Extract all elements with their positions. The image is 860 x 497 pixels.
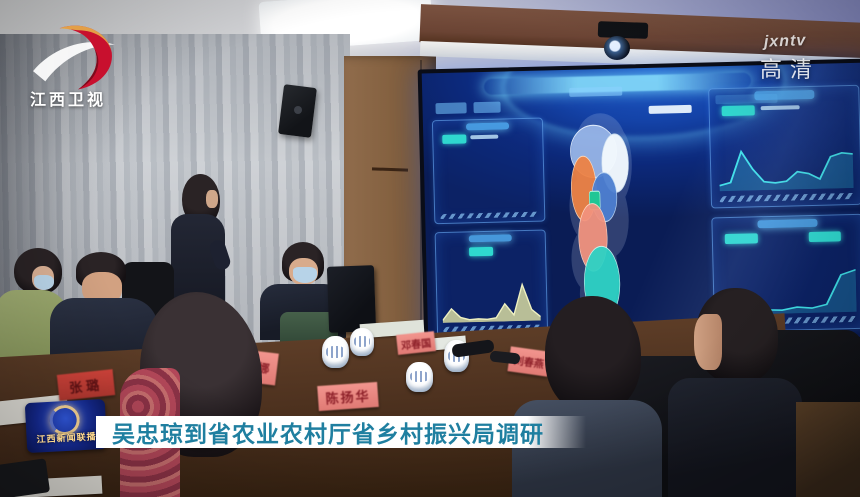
left-woman-face-mask: [34, 275, 54, 290]
hd-label: 高清: [760, 57, 821, 82]
back-head-man-head: [545, 296, 641, 414]
corner-furniture: [796, 402, 860, 497]
panel-area-right-top: [708, 84, 860, 209]
right-man-face: [694, 314, 722, 370]
masked-man-face-mask: [293, 267, 317, 283]
screen-glare: [421, 62, 860, 348]
right-man-suit: [668, 378, 802, 497]
program-badge-text: 江西新闻联播: [36, 431, 97, 445]
phone: [0, 458, 51, 497]
channel-logo-text: 江西卫视: [30, 92, 107, 109]
ceiling-camera-mount: [597, 21, 649, 39]
ceiling-camera-lens-icon: [604, 36, 630, 60]
teacup: [350, 328, 374, 356]
program-badge: 江西新闻联播: [24, 398, 108, 454]
speaker-grille: [294, 106, 302, 114]
caption-bar: 吴忠琼到省农业农村厅省乡村振兴局调研: [96, 416, 586, 448]
area-chart-right-top: [719, 149, 854, 192]
presenter-face: [206, 190, 218, 208]
province-map: [569, 113, 632, 322]
teacup: [322, 336, 349, 368]
area-chart-left: [442, 282, 542, 324]
dashboard: [421, 62, 860, 348]
led-wall-screen: [417, 58, 860, 352]
name-plate: 邓春国: [396, 331, 436, 355]
caption-text: 吴忠琼到省农业农村厅省乡村振兴局调研: [112, 421, 544, 447]
channel-logo-icon: [33, 25, 115, 90]
teacup: [406, 362, 433, 392]
name-plate: 陈扬华: [317, 381, 379, 412]
panel-area-left: [434, 229, 549, 339]
